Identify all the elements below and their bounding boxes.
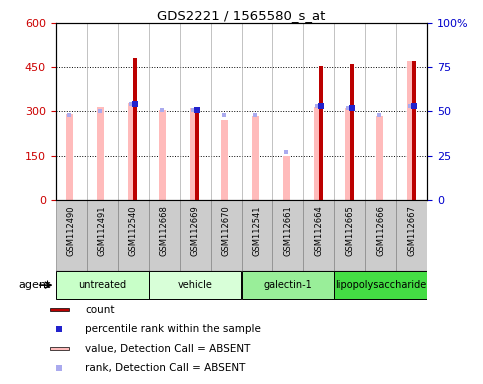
Bar (242, 200, 272, 271)
Text: untreated: untreated (78, 280, 126, 290)
Bar (252, 116, 258, 200)
Bar (221, 120, 227, 200)
Bar (50, 308, 69, 311)
Text: rank, Detection Call = ABSENT: rank, Detection Call = ABSENT (85, 363, 245, 373)
Text: GSM112664: GSM112664 (314, 205, 324, 256)
Bar (283, 156, 289, 200)
Text: GSM112661: GSM112661 (284, 205, 293, 256)
Text: GSM112667: GSM112667 (408, 205, 416, 256)
Bar (190, 108, 197, 200)
Bar (397, 200, 427, 271)
Text: GSM112491: GSM112491 (98, 205, 107, 256)
Text: agent: agent (18, 280, 51, 290)
Bar (345, 108, 352, 200)
Bar (50, 347, 69, 350)
Bar (66, 114, 72, 200)
Bar (117, 200, 149, 271)
Text: GSM112666: GSM112666 (376, 205, 385, 256)
Text: galectin-1: galectin-1 (264, 280, 313, 290)
Text: GSM112541: GSM112541 (253, 205, 261, 256)
Text: value, Detection Call = ABSENT: value, Detection Call = ABSENT (85, 344, 250, 354)
Bar (334, 200, 366, 271)
Text: GSM112540: GSM112540 (128, 205, 138, 256)
Bar (159, 110, 166, 200)
Bar (56, 271, 149, 299)
Text: GSM112669: GSM112669 (190, 205, 199, 256)
Bar (211, 200, 242, 271)
Bar (319, 66, 323, 200)
Text: percentile rank within the sample: percentile rank within the sample (85, 324, 261, 334)
Bar (376, 116, 383, 200)
Bar (407, 61, 413, 200)
Bar (195, 107, 199, 200)
Text: count: count (85, 305, 114, 314)
Bar (133, 58, 137, 200)
Bar (314, 107, 321, 200)
Bar (149, 200, 180, 271)
Bar (242, 271, 334, 299)
Bar (303, 200, 334, 271)
Bar (412, 61, 416, 200)
Bar (350, 64, 354, 200)
Bar (128, 103, 135, 200)
Bar (86, 200, 117, 271)
Text: GSM112668: GSM112668 (159, 205, 169, 256)
Bar (97, 107, 103, 200)
Text: GSM112670: GSM112670 (222, 205, 230, 256)
Bar (334, 271, 427, 299)
Bar (366, 200, 397, 271)
Text: GSM112490: GSM112490 (67, 205, 75, 256)
Bar (149, 271, 242, 299)
Text: vehicle: vehicle (178, 280, 213, 290)
Bar (272, 200, 303, 271)
Bar (180, 200, 211, 271)
Text: lipopolysaccharide: lipopolysaccharide (335, 280, 426, 290)
Bar (56, 200, 86, 271)
Text: GSM112665: GSM112665 (345, 205, 355, 256)
Title: GDS2221 / 1565580_s_at: GDS2221 / 1565580_s_at (157, 9, 326, 22)
